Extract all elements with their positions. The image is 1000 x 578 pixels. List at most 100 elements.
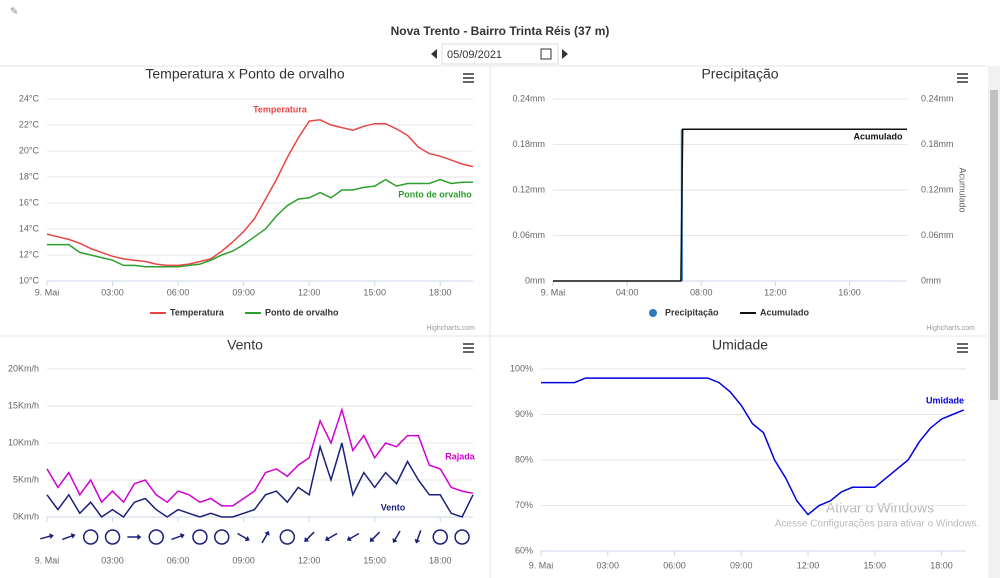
y-tick-label: 80% <box>515 454 533 464</box>
x-tick-label: 12:00 <box>298 555 321 565</box>
watermark-subtitle: Acesse Configurações para ativar o Windo… <box>775 519 980 530</box>
x-tick-label: 06:00 <box>663 560 686 570</box>
calm-icon <box>104 529 121 545</box>
series-label: Ponto de orvalho <box>398 189 472 199</box>
x-tick-label: 03:00 <box>101 555 124 565</box>
calm-icon <box>148 529 164 545</box>
x-tick-label: 18:00 <box>930 560 953 570</box>
x-tick-label: 15:00 <box>363 287 386 297</box>
pin-icon: ✎ <box>10 7 18 18</box>
y2-tick-label: 0.24mm <box>921 93 954 103</box>
y-tick-label: 10Km/h <box>8 437 39 447</box>
x-tick-label: 12:00 <box>764 287 787 297</box>
series-label: Umidade <box>926 395 964 405</box>
next-day[interactable] <box>562 49 568 59</box>
y-tick-label: 16°C <box>19 197 40 207</box>
wind-arrow <box>261 530 270 544</box>
wind-arrow <box>369 531 381 542</box>
chart-title: Precipitação <box>701 66 778 82</box>
y2-tick-label: 0.18mm <box>921 139 954 149</box>
menu-icon[interactable] <box>463 73 474 83</box>
credit: Highcharts.com <box>926 325 975 332</box>
x-tick-label: 18:00 <box>429 287 452 297</box>
calm-icon <box>192 529 208 545</box>
wind-arrow <box>414 530 422 544</box>
y2-tick-label: 0.12mm <box>921 184 954 194</box>
y-tick-label: 0Km/h <box>13 511 39 521</box>
legend-label[interactable]: Ponto de orvalho <box>265 307 339 317</box>
y-tick-label: 0.24mm <box>512 93 545 103</box>
calm-icon <box>82 529 99 545</box>
y-tick-label: 14°C <box>19 223 40 233</box>
watermark-title: Ativar o Windows <box>826 500 934 516</box>
wind-arrow <box>324 532 338 542</box>
series-line <box>541 377 965 516</box>
series-line <box>46 119 474 267</box>
series-label: Vento <box>381 502 406 512</box>
y2-tick-label: 0.06mm <box>921 230 954 240</box>
chart-title: Vento <box>227 337 263 353</box>
series-label: Acumulado <box>853 131 903 141</box>
wind-arrow <box>171 533 185 541</box>
date-input[interactable] <box>441 43 559 65</box>
x-tick-label: 16:00 <box>838 287 861 297</box>
menu-icon[interactable] <box>957 73 968 83</box>
series-label: Rajada <box>445 451 476 461</box>
calm-icon <box>279 529 296 545</box>
scrollbar-thumb[interactable] <box>990 90 998 400</box>
prev-day[interactable] <box>431 49 437 59</box>
y-tick-label: 0.06mm <box>512 230 545 240</box>
calm-icon <box>432 529 448 545</box>
x-tick-label: 08:00 <box>690 287 713 297</box>
wind-arrow <box>40 533 54 540</box>
wind-arrow <box>392 530 401 544</box>
x-tick-label: 12:00 <box>298 287 321 297</box>
y2-tick-label: 0mm <box>921 275 941 285</box>
x-tick-label: 06:00 <box>167 287 190 297</box>
x-tick-label: 18:00 <box>429 555 452 565</box>
series-line <box>553 128 907 282</box>
wind-arrow <box>346 532 360 542</box>
credit: Highcharts.com <box>426 325 475 332</box>
y-tick-label: 5Km/h <box>13 474 39 484</box>
x-tick-label: 04:00 <box>616 287 639 297</box>
series-label: Temperatura <box>253 104 308 114</box>
y-tick-label: 22°C <box>19 119 40 129</box>
y-tick-label: 100% <box>510 363 533 373</box>
y-tick-label: 0.18mm <box>512 139 545 149</box>
wind-arrow <box>62 533 76 541</box>
x-tick-label: 03:00 <box>596 560 619 570</box>
calendar-icon[interactable] <box>540 48 552 60</box>
menu-icon[interactable] <box>463 343 474 353</box>
x-tick-label: 15:00 <box>864 560 887 570</box>
x-tick-label: 09:00 <box>232 555 255 565</box>
x-tick-label: 09:00 <box>730 560 753 570</box>
y-tick-label: 12°C <box>19 249 40 259</box>
wind-arrow <box>127 534 142 540</box>
wind-arrow <box>237 532 250 542</box>
y2-axis-title: Acumulado <box>958 167 968 212</box>
page-title: Nova Trento - Bairro Trinta Réis (37 m) <box>391 24 610 38</box>
wind-arrow <box>304 531 315 542</box>
x-tick-label: 9. Mai <box>541 287 566 297</box>
date-text: 05/09/2021 <box>447 49 502 61</box>
x-tick-label: 9. Mai <box>35 555 60 565</box>
y-tick-label: 18°C <box>19 171 40 181</box>
series-line <box>47 178 473 268</box>
x-tick-label: 9. Mai <box>529 560 554 570</box>
menu-icon[interactable] <box>957 343 968 353</box>
y-tick-label: 0.12mm <box>512 184 545 194</box>
x-tick-label: 09:00 <box>232 287 255 297</box>
y-tick-label: 0mm <box>525 275 545 285</box>
legend-label[interactable]: Acumulado <box>760 307 810 317</box>
legend-label[interactable]: Precipitação <box>665 307 719 317</box>
x-tick-label: 15:00 <box>363 555 386 565</box>
y-tick-label: 70% <box>515 500 533 510</box>
y-tick-label: 20°C <box>19 145 40 155</box>
legend-label[interactable]: Temperatura <box>170 307 225 317</box>
calm-icon <box>454 529 470 545</box>
legend-symbol <box>649 309 657 317</box>
y-tick-label: 24°C <box>19 93 40 103</box>
